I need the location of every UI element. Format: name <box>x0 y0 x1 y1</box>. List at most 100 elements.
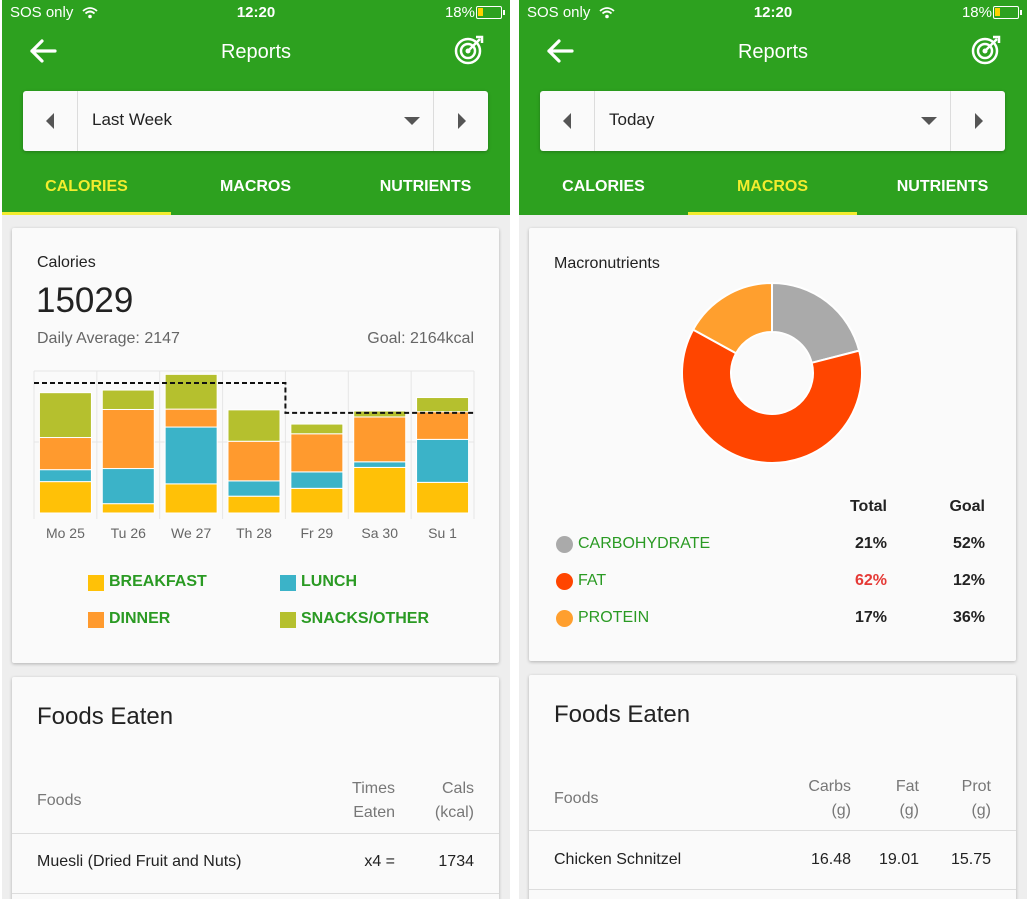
food-fat: 19.01 <box>878 851 919 868</box>
tab-macros[interactable]: MACROS <box>219 178 292 195</box>
food-prot: 15.75 <box>950 851 991 868</box>
x-tick-label: Sa 30 <box>361 525 398 541</box>
bar-lunch-4 <box>290 471 344 489</box>
bar-snacks-other-1 <box>101 389 155 410</box>
bar-snacks-other-6 <box>416 397 470 413</box>
bar-lunch-5 <box>353 461 407 468</box>
status-carrier: SOS only <box>10 4 98 21</box>
fat-dot <box>556 573 573 590</box>
legend-lunch-swatch <box>280 575 296 591</box>
food-cals: 1734 <box>438 853 474 870</box>
page-title: Reports <box>220 41 292 63</box>
bar-breakfast-5 <box>353 466 407 514</box>
food-times: x4 = <box>364 853 395 870</box>
legend-breakfast-swatch <box>88 575 104 591</box>
col-goal: Goal <box>949 498 985 515</box>
tab-macros[interactable]: MACROS <box>688 170 857 215</box>
macro-total: 17% <box>854 609 887 626</box>
goal-line <box>34 381 474 414</box>
macros-donut-chart <box>681 281 863 464</box>
caret-down-icon[interactable] <box>404 117 420 125</box>
food-name: Chicken Schnitzel <box>554 851 682 868</box>
col-prot: Prot (g) <box>961 778 991 819</box>
screen-calories-report: SOS only 12:20 18% Reports Last Week <box>2 0 510 899</box>
x-tick-label: Mo 25 <box>46 525 85 541</box>
carbohydrate-dot <box>556 536 573 553</box>
report-tabs: CALORIES MACROS NUTRIENTS <box>2 170 510 215</box>
divider <box>529 830 1016 831</box>
caret-left-icon <box>563 113 571 129</box>
date-range-dropdown[interactable]: Last Week <box>92 110 173 129</box>
next-range-button[interactable] <box>433 91 488 151</box>
divider <box>12 893 499 894</box>
previous-range-button[interactable] <box>540 91 595 151</box>
tab-nutrients[interactable]: NUTRIENTS <box>379 178 472 195</box>
bar-dinner-3 <box>227 440 281 482</box>
bar-snacks-other-3 <box>227 409 281 442</box>
foods-eaten-card: Foods Eaten Foods Times Eaten Cals (kcal… <box>12 677 499 899</box>
bar-snacks-other-0 <box>38 392 92 439</box>
target-icon[interactable] <box>970 34 1002 66</box>
target-icon[interactable] <box>453 34 485 66</box>
divider <box>529 889 1016 890</box>
food-name: Muesli (Dried Fruit and Nuts) <box>37 853 242 870</box>
header: SOS only 12:20 18% Reports Last Week <box>2 0 510 215</box>
legend-breakfast: BREAKFAST <box>109 573 207 590</box>
x-tick-label: Tu 26 <box>111 525 146 541</box>
bar-lunch-1 <box>101 468 155 505</box>
tab-calories[interactable]: CALORIES <box>2 170 171 215</box>
legend-snacks: SNACKS/OTHER <box>301 610 430 627</box>
bar-dinner-5 <box>353 416 407 463</box>
calories-title: Calories <box>37 254 96 271</box>
wifi-icon <box>598 7 615 19</box>
foods-eaten-title: Foods Eaten <box>37 703 174 730</box>
bar-lunch-2 <box>164 426 218 485</box>
tab-calories[interactable]: CALORIES <box>562 178 645 195</box>
battery-icon <box>476 6 505 19</box>
bar-snacks-other-2 <box>164 373 218 410</box>
date-range-selector: Today <box>540 91 1005 151</box>
date-range-dropdown[interactable]: Today <box>609 110 655 129</box>
col-foods: Foods <box>37 792 82 809</box>
x-tick-label: We 27 <box>171 525 211 541</box>
previous-range-button[interactable] <box>23 91 78 151</box>
bar-breakfast-1 <box>101 503 155 514</box>
status-battery-text: 18% <box>444 4 475 21</box>
status-time: 12:20 <box>753 4 793 21</box>
food-carbs: 16.48 <box>810 851 851 868</box>
slice-fat <box>681 328 863 464</box>
arrow-left-icon[interactable] <box>545 37 575 65</box>
macro-goal: 52% <box>952 535 985 552</box>
macro-name: FAT <box>578 572 607 589</box>
col-cals: Cals (kcal) <box>434 780 474 821</box>
tab-nutrients[interactable]: NUTRIENTS <box>896 178 989 195</box>
battery-icon <box>993 6 1022 19</box>
bar-breakfast-2 <box>164 483 218 514</box>
legend-dinner: DINNER <box>109 610 171 627</box>
status-carrier: SOS only <box>527 4 615 21</box>
caret-down-icon[interactable] <box>921 117 937 125</box>
bar-breakfast-0 <box>38 481 92 514</box>
legend-lunch: LUNCH <box>301 573 357 590</box>
date-range-selector: Last Week <box>23 91 488 151</box>
macro-goal: 36% <box>952 609 985 626</box>
screen-macros-report: SOS only 12:20 18% Reports Today <box>519 0 1027 899</box>
col-total: Total <box>849 498 887 515</box>
next-range-button[interactable] <box>950 91 1005 151</box>
bar-breakfast-4 <box>290 487 344 514</box>
bar-dinner-2 <box>164 408 218 428</box>
legend-dinner-swatch <box>88 612 104 628</box>
bar-lunch-0 <box>38 469 92 483</box>
x-tick-label: Fr 29 <box>301 525 334 541</box>
macro-total: 21% <box>854 535 887 552</box>
foods-eaten-card: Foods Eaten Foods Carbs (g) Fat (g) Prot… <box>529 675 1016 899</box>
arrow-left-icon[interactable] <box>28 37 58 65</box>
calories-total: 15029 <box>36 281 134 320</box>
report-tabs: CALORIES MACROS NUTRIENTS <box>519 170 1027 215</box>
bar-breakfast-6 <box>416 481 470 514</box>
header: SOS only 12:20 18% Reports Today <box>519 0 1027 215</box>
col-foods: Foods <box>554 790 599 807</box>
macro-name: CARBOHYDRATE <box>578 535 711 552</box>
bar-dinner-0 <box>38 437 92 471</box>
macro-total: 62% <box>854 572 887 589</box>
